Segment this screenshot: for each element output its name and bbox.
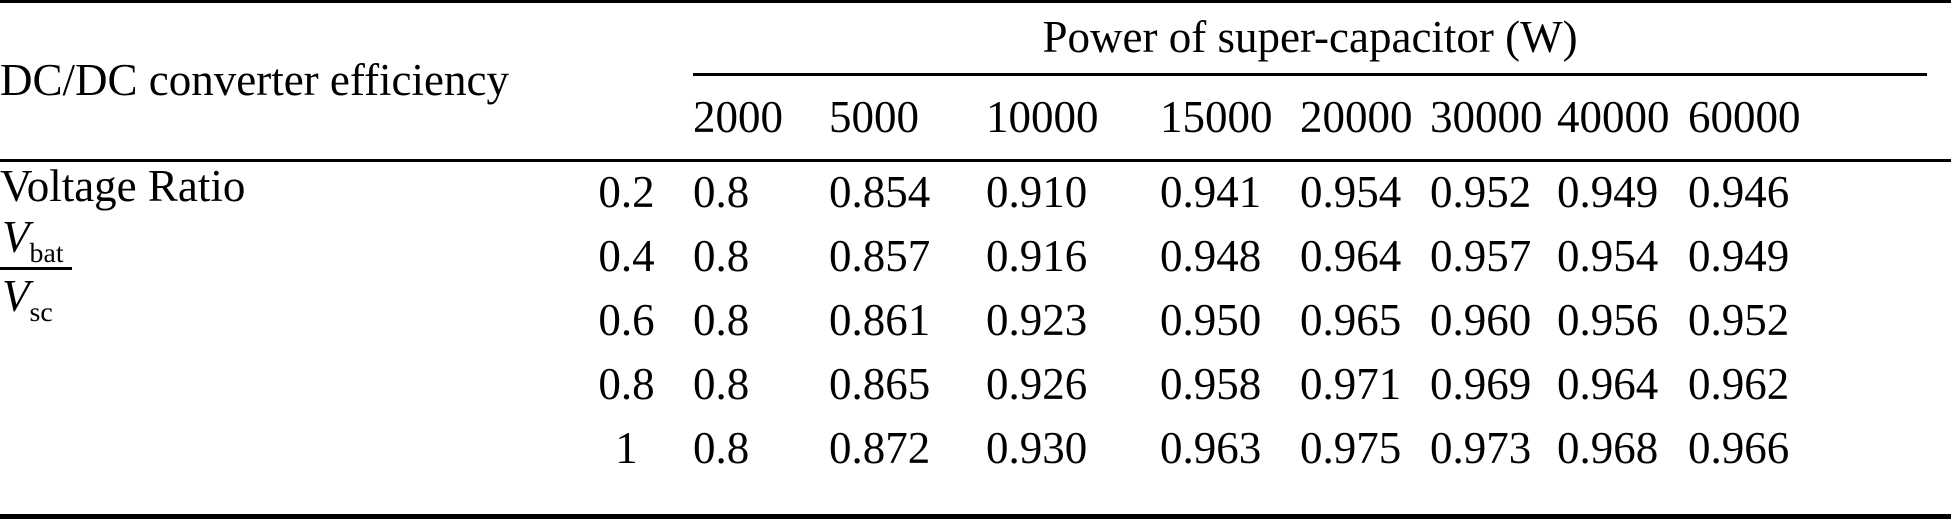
data-cell: 0.954 <box>1557 230 1659 281</box>
data-cell: 0.957 <box>1430 230 1532 281</box>
column-headers-row: 2000 5000 10000 15000 20000 30000 40000 … <box>0 74 1951 162</box>
bottom-padding-cell <box>0 481 1951 517</box>
table-row: 0.4 0.8 0.857 0.916 0.948 0.964 0.957 0.… <box>0 224 1951 288</box>
data-cell: 0.971 <box>1300 358 1402 409</box>
vbat-vsc-fraction: Vbat Vsc <box>0 213 72 328</box>
data-cell: 0.949 <box>1688 230 1790 281</box>
data-cell: 0.968 <box>1557 422 1659 473</box>
ratio-cell: 0.6 <box>598 294 655 345</box>
data-cell: 0.964 <box>1557 358 1659 409</box>
data-cell: 0.952 <box>1430 167 1532 218</box>
data-cell: 0.916 <box>986 230 1088 281</box>
data-cell: 0.941 <box>1160 167 1262 218</box>
fraction-denominator: Vsc <box>2 270 53 328</box>
col-header: 10000 <box>986 74 1160 162</box>
data-cell: 0.930 <box>986 422 1088 473</box>
data-cell: 0.962 <box>1688 358 1790 409</box>
header-group-row: DC/DC converter efficiency Power of supe… <box>0 1 1951 162</box>
data-cell: 0.8 <box>693 422 750 473</box>
data-cell: 0.969 <box>1430 358 1532 409</box>
data-cell: 0.854 <box>829 167 931 218</box>
right-spacer-cell <box>1927 160 1951 481</box>
table-title: DC/DC converter efficiency <box>0 1 560 162</box>
right-spacer-cell <box>1927 1 1951 162</box>
table-row: Voltage Ratio Vbat Vsc 0.2 0.8 0.854 0.9… <box>0 160 1951 326</box>
col-header: 30000 <box>1430 74 1557 162</box>
ratio-cell: 0.8 <box>598 358 655 409</box>
col-header: 60000 <box>1688 74 1928 162</box>
col-header: 2000 <box>693 74 829 162</box>
col-header: 15000 <box>1160 74 1300 162</box>
data-cell: 0.960 <box>1430 294 1532 345</box>
data-cell: 0.965 <box>1300 294 1402 345</box>
data-cell: 0.954 <box>1300 167 1402 218</box>
data-cell: 0.975 <box>1300 422 1402 473</box>
data-cell: 0.926 <box>986 358 1088 409</box>
ratio-cell: 1 <box>615 422 638 473</box>
data-cell: 0.973 <box>1430 422 1532 473</box>
col-header: 5000 <box>829 74 986 162</box>
data-cell: 0.872 <box>829 422 931 473</box>
col-header: 20000 <box>1300 74 1430 162</box>
data-cell: 0.923 <box>986 294 1088 345</box>
ratio-cell: 0.2 <box>598 167 655 218</box>
data-cell: 0.946 <box>1688 167 1790 218</box>
data-cell: 0.958 <box>1160 358 1262 409</box>
data-cell: 0.8 <box>693 294 750 345</box>
data-cell: 0.8 <box>693 167 750 218</box>
table-row: 0.8 0.8 0.865 0.926 0.958 0.971 0.969 0.… <box>0 353 1951 417</box>
bottom-padding-row <box>0 481 1951 517</box>
data-cell: 0.8 <box>693 358 750 409</box>
data-cell: 0.861 <box>829 294 931 345</box>
data-cell: 0.966 <box>1688 422 1790 473</box>
voltage-ratio-label: Voltage Ratio <box>0 160 246 211</box>
data-cell: 0.8 <box>693 230 750 281</box>
data-cell: 0.949 <box>1557 167 1659 218</box>
col-header: 40000 <box>1557 74 1688 162</box>
table-row: 0.6 0.8 0.861 0.923 0.950 0.965 0.960 0.… <box>0 288 1951 352</box>
data-cell: 0.950 <box>1160 294 1262 345</box>
data-cell: 0.956 <box>1557 294 1659 345</box>
data-cell: 0.910 <box>986 167 1088 218</box>
table-row: 1 0.8 0.872 0.930 0.963 0.975 0.973 0.96… <box>0 417 1951 481</box>
ratio-cell: 0.4 <box>598 230 655 281</box>
data-cell: 0.964 <box>1300 230 1402 281</box>
column-group-header: Power of super-capacitor (W) <box>693 1 1928 77</box>
data-cell: 0.857 <box>829 230 931 281</box>
data-cell: 0.952 <box>1688 294 1790 345</box>
data-cell: 0.963 <box>1160 422 1262 473</box>
row-group-label-cell: Voltage Ratio Vbat Vsc <box>0 160 560 481</box>
data-cell: 0.865 <box>829 358 931 409</box>
ratio-header-empty-cell <box>560 1 693 162</box>
data-cell: 0.948 <box>1160 230 1262 281</box>
fraction-numerator: Vbat <box>0 213 72 270</box>
